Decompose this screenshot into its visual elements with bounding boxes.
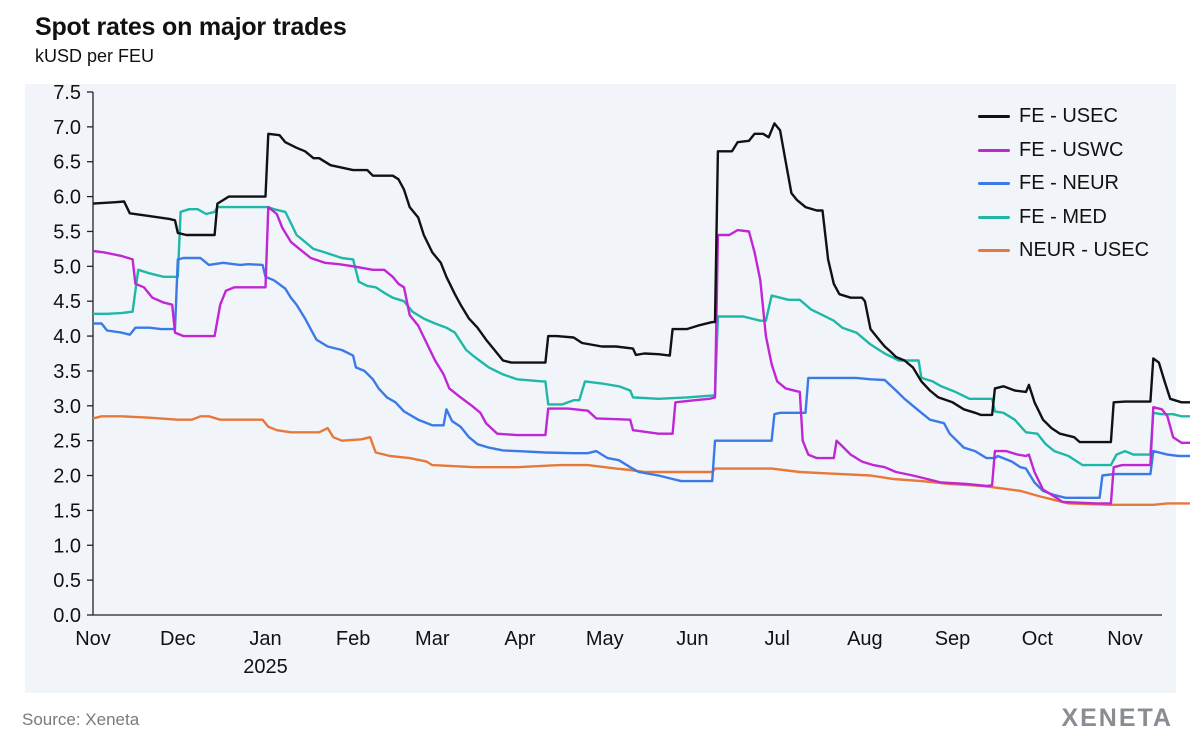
y-tick-label: 6.0 <box>53 187 81 209</box>
series-lines <box>92 122 1190 506</box>
legend-item: NEUR - USEC <box>978 234 1149 268</box>
series-line <box>92 415 1190 506</box>
legend: FE - USEC FE - USWC FE - NEUR FE - MED NEUR … <box>978 100 1149 268</box>
legend-swatch-icon <box>978 215 1010 219</box>
x-tick-label: Feb <box>336 628 370 650</box>
x-tick-label: Jan <box>249 628 281 650</box>
y-tick-label: 4.0 <box>53 326 81 348</box>
legend-swatch-icon <box>978 249 1010 253</box>
series-line <box>93 256 1190 499</box>
series-line <box>92 122 1190 444</box>
chart-panel <box>25 84 1176 693</box>
legend-swatch-icon <box>978 148 1010 152</box>
legend-label: FE - NEUR <box>1019 172 1119 195</box>
x-tick-label: Nov <box>75 628 111 650</box>
chart-title: Spot rates on major trades <box>35 13 347 41</box>
x-tick-label: Oct <box>1022 628 1054 650</box>
x-tick-label: Sep <box>935 628 971 650</box>
y-tick-label: 5.0 <box>53 256 81 278</box>
y-tick-label: 5.5 <box>53 221 81 243</box>
y-tick-label: 4.5 <box>53 291 81 313</box>
source-note: Source: Xeneta <box>22 710 140 729</box>
x-tick-label: May <box>586 628 624 650</box>
y-tick-label: 7.5 <box>53 82 81 104</box>
xeneta-logo: XENETA <box>1061 704 1173 732</box>
legend-item: FE - USEC <box>978 100 1149 134</box>
x-tick-label: Apr <box>504 628 535 650</box>
x-tick-label: Jun <box>676 628 708 650</box>
legend-label: FE - MED <box>1019 205 1107 228</box>
y-tick-label: 2.0 <box>53 466 81 488</box>
y-tick-label: 0.5 <box>53 570 81 592</box>
y-tick-label: 1.0 <box>53 535 81 557</box>
x-tick-label: Jul <box>764 628 790 650</box>
legend-label: NEUR - USEC <box>1019 239 1150 262</box>
legend-label: FE - USWC <box>1019 138 1124 161</box>
x-axis: Nov Dec Jan 2025 Feb Mar Apr May Jun Jul Aug Sep Oct… <box>75 614 1162 678</box>
x-tick-label: Mar <box>415 628 450 650</box>
legend-swatch-icon <box>978 115 1010 119</box>
legend-swatch-icon <box>978 182 1010 186</box>
y-tick-label: 0.0 <box>53 605 81 627</box>
x-tick-label: Dec <box>160 628 196 650</box>
y-axis: 0.0 0.5 1.0 1.5 2.0 2.5 3.0 3.5 4.0 4.5 5.0 5.5 6.0 6… <box>53 82 94 627</box>
y-tick-label: 6.5 <box>53 152 81 174</box>
legend-item: FE - NEUR <box>978 167 1149 201</box>
x-tick-label: Aug <box>847 628 883 650</box>
y-tick-label: 3.0 <box>53 396 81 418</box>
legend-label: FE - USEC <box>1019 105 1118 128</box>
y-tick-label: 7.0 <box>53 117 81 139</box>
legend-item: FE - MED <box>978 201 1149 235</box>
y-tick-label: 3.5 <box>53 361 81 383</box>
legend-item: FE - USWC <box>978 134 1149 168</box>
x-tick-label: Nov <box>1107 628 1143 650</box>
series-line <box>93 205 1190 467</box>
chart-subtitle: kUSD per FEU <box>35 46 155 66</box>
x-tick-sublabel: 2025 <box>243 656 288 678</box>
series-line <box>92 205 1190 505</box>
y-tick-label: 2.5 <box>53 431 81 453</box>
y-tick-label: 1.5 <box>53 500 81 522</box>
